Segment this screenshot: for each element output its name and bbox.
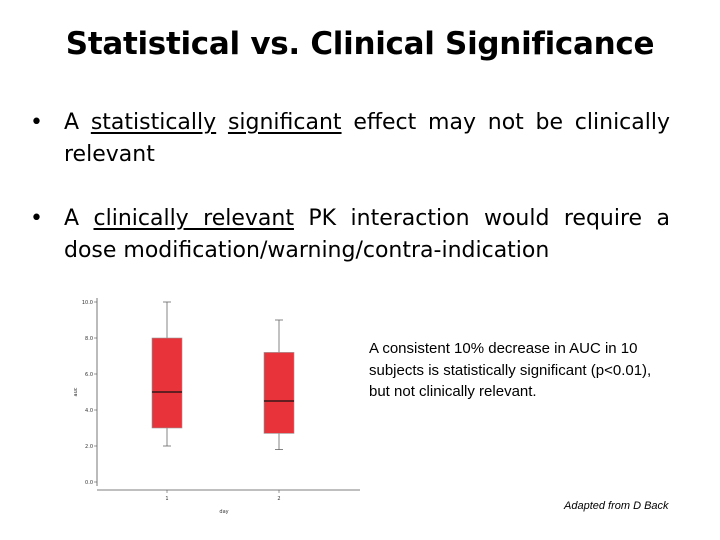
y-axis-label: auc bbox=[73, 387, 79, 396]
bullet-1: • A statistically significant effect may… bbox=[30, 107, 670, 171]
annotation-note: A consistent 10% decrease in AUC in 10 s… bbox=[369, 340, 652, 400]
y-tick-label: 4.0 bbox=[85, 408, 93, 414]
x-axis-label: day bbox=[219, 509, 228, 515]
bullet-1-text: A statistically significant effect may n… bbox=[64, 110, 671, 167]
box-1 bbox=[151, 337, 183, 429]
credit-text: Adapted from D Back bbox=[564, 500, 669, 512]
y-tick-label: 0.0 bbox=[85, 480, 93, 486]
x-tick-label: 2 bbox=[277, 496, 280, 502]
slide-title: Statistical vs. Clinical Significance bbox=[65, 26, 655, 62]
x-tick-label: 1 bbox=[165, 496, 168, 502]
underlined-clinically-relevant: clinically relevant bbox=[93, 206, 294, 231]
bullet-dot: • bbox=[30, 110, 43, 135]
bullet-dot: • bbox=[30, 206, 43, 231]
y-tick-label: 6.0 bbox=[85, 372, 93, 378]
box-2 bbox=[263, 352, 295, 434]
underlined-statistically: statistically bbox=[90, 110, 217, 135]
y-tick-label: 8.0 bbox=[85, 336, 93, 342]
bullet-2: • A clinically relevant PK interaction w… bbox=[30, 203, 670, 267]
y-tick-label: 10.0 bbox=[82, 300, 93, 306]
y-tick-label: 2.0 bbox=[85, 444, 93, 450]
bullet-2-text: A clinically relevant PK interaction wou… bbox=[64, 206, 670, 263]
underlined-significant: significant bbox=[227, 110, 342, 135]
